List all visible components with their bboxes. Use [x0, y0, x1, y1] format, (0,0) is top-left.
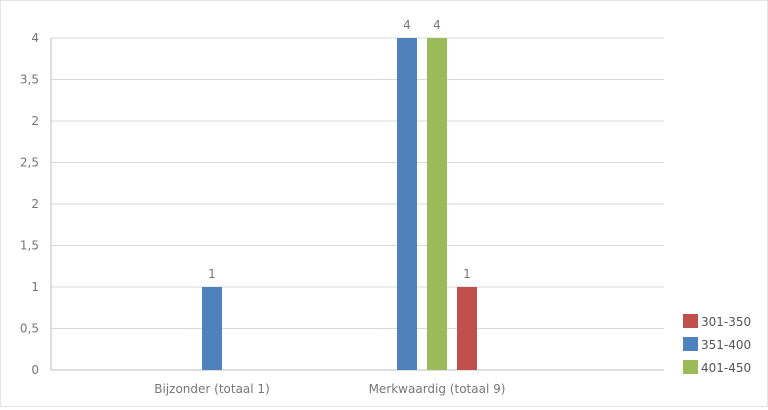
- data-label: 1: [463, 267, 471, 281]
- y-tick-label: 0: [31, 363, 39, 377]
- data-label: 4: [433, 18, 441, 32]
- x-category-label: Merkwaardig (totaal 9): [369, 382, 506, 396]
- y-tick-label: 2: [31, 197, 39, 211]
- bar-401-450-merkwaardig: [427, 38, 447, 370]
- y-tick-label: 1,5: [20, 239, 39, 253]
- x-axis-categories: Bijzonder (totaal 1) Merkwaardig (totaal …: [154, 382, 505, 396]
- legend-label-351-400: 351-400: [701, 338, 751, 352]
- bars: [202, 38, 477, 370]
- grid-lines: [50, 37, 664, 371]
- y-tick-label: 2: [31, 114, 39, 128]
- y-axis-ticks: 0 0,5 1 1,5 2 2,5 2 3,5 4: [20, 31, 39, 377]
- legend-label-401-450: 401-450: [701, 361, 751, 375]
- x-category-label: Bijzonder (totaal 1): [154, 382, 270, 396]
- bar-351-400-bijzonder: [202, 287, 222, 370]
- data-labels: 1 4 4 1: [208, 18, 471, 281]
- y-tick-label: 1: [31, 280, 39, 294]
- legend-swatch-301-350: [683, 314, 698, 328]
- legend-swatch-351-400: [683, 337, 698, 351]
- legend-label-301-350: 301-350: [701, 315, 751, 329]
- bar-351-400-merkwaardig: [397, 38, 417, 370]
- y-tick-label: 3,5: [20, 73, 39, 87]
- data-label: 1: [208, 267, 216, 281]
- y-tick-label: 4: [31, 31, 39, 45]
- legend-swatch-401-450: [683, 360, 698, 374]
- y-tick-label: 0,5: [20, 322, 39, 336]
- legend: 301-350 351-400 401-450: [683, 314, 751, 375]
- data-label: 4: [403, 18, 411, 32]
- bar-301-350-merkwaardig: [457, 287, 477, 370]
- y-tick-label: 2,5: [20, 156, 39, 170]
